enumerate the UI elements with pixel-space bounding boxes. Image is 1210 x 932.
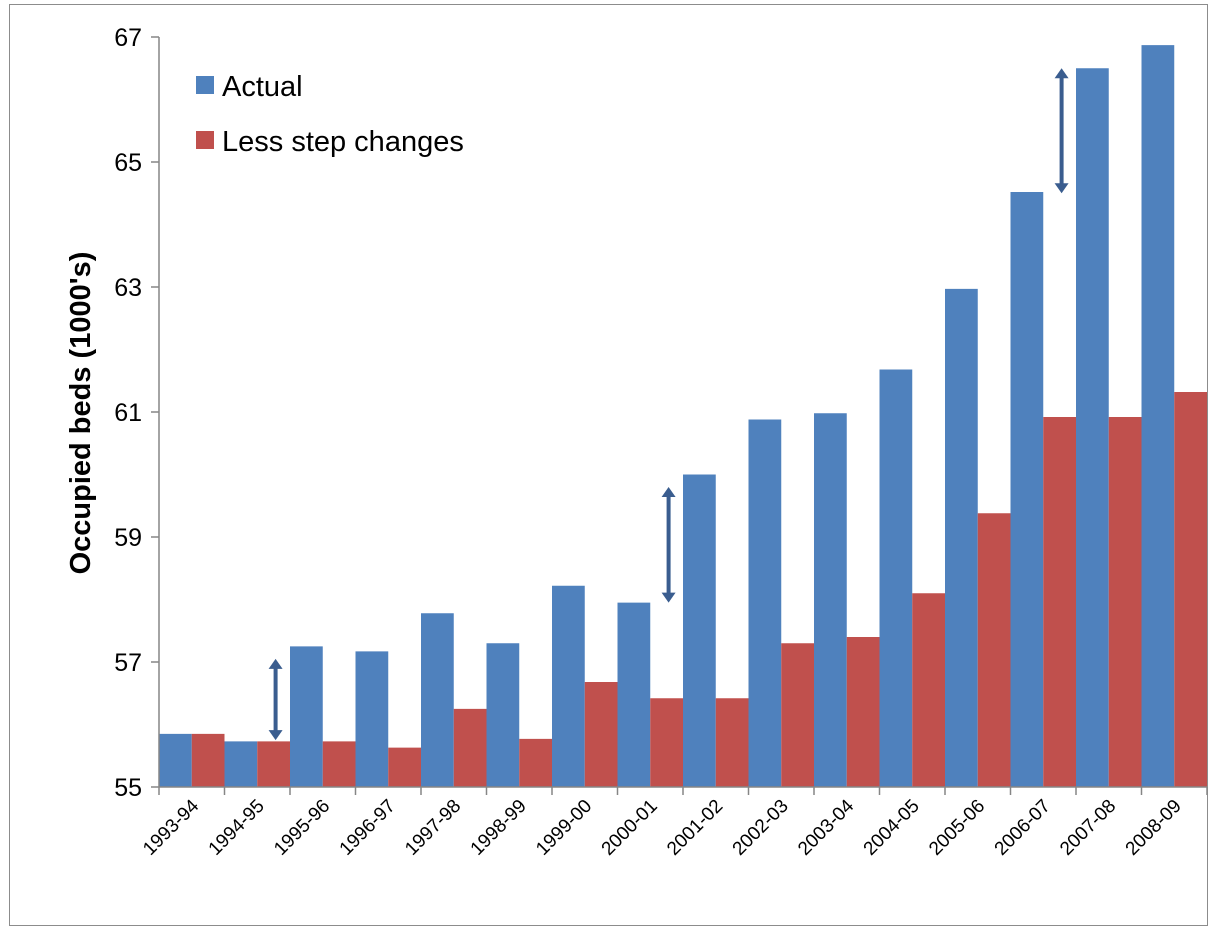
- legend-swatch-less-step-changes: [196, 131, 214, 149]
- bar-actual-1997-98: [421, 613, 454, 787]
- x-tick-label: 2003-04: [794, 795, 858, 859]
- bar-actual-2006-07: [1010, 192, 1044, 787]
- x-tick-label: 1993-94: [139, 795, 203, 859]
- bar-less-step-changes-2002-03: [781, 643, 814, 787]
- bar-less-step-changes-1994-95: [257, 741, 290, 787]
- x-tick-label: 2007-08: [1056, 796, 1120, 860]
- x-tick-label: 2000-01: [598, 796, 662, 860]
- bar-less-step-changes-1995-96: [322, 741, 356, 787]
- legend-swatch-actual: [196, 76, 214, 94]
- bar-actual-1993-94: [159, 733, 192, 787]
- bar-actual-1999-00: [552, 585, 585, 787]
- arrow-head-up: [661, 487, 676, 497]
- x-tick-label: 2002-03: [729, 796, 793, 860]
- double-arrow-annotation: [1054, 68, 1069, 194]
- bar-actual-2007-08: [1076, 68, 1109, 787]
- double-arrow-annotation: [268, 658, 283, 741]
- x-tick-label: 2001-02: [663, 796, 727, 860]
- x-tick-label: 1997-98: [401, 796, 465, 860]
- legend-label-actual: Actual: [222, 71, 303, 103]
- x-tick-label: 1998-99: [467, 796, 531, 860]
- y-tick-label: 57: [114, 649, 142, 677]
- arrow-head-down: [1054, 183, 1069, 194]
- y-tick-label: 67: [114, 24, 142, 52]
- double-arrow-annotation: [661, 487, 676, 603]
- bar-less-step-changes-2000-01: [650, 698, 683, 787]
- bar-less-step-changes-1997-98: [453, 708, 487, 787]
- arrow-head-down: [268, 730, 283, 741]
- bar-less-step-changes-2007-08: [1108, 417, 1142, 787]
- bar-actual-2005-06: [945, 288, 978, 787]
- bar-actual-2002-03: [748, 419, 782, 787]
- chart-svg: 55 57 59 61 63 65 67 1993-94 1994-95 1995-96 1996-…: [65, 24, 1208, 860]
- y-axis-label: Occupied beds (1000's): [65, 252, 97, 575]
- x-tick-label: 1996-97: [336, 796, 400, 860]
- bar-actual-2003-04: [814, 413, 847, 787]
- x-tick-label: 1994-95: [205, 796, 269, 860]
- y-tick-label: 65: [114, 149, 142, 177]
- bar-less-step-changes-1996-97: [388, 747, 421, 787]
- arrow-head-down: [661, 592, 676, 603]
- y-tick-label: 63: [114, 274, 142, 302]
- bar-less-step-changes-1993-94: [191, 733, 225, 787]
- bar-actual-1998-99: [486, 643, 520, 787]
- legend-label-less-step-changes: Less step changes: [222, 126, 464, 158]
- bar-less-step-changes-2001-02: [715, 698, 749, 787]
- x-tick-label: 2006-07: [991, 796, 1055, 860]
- y-tick-label: 61: [114, 399, 142, 427]
- bar-actual-1994-95: [224, 741, 258, 787]
- bar-actual-2000-01: [617, 602, 651, 787]
- bar-less-step-changes-2005-06: [977, 513, 1011, 787]
- bar-actual-2001-02: [683, 474, 716, 787]
- x-tick-label: 1995-96: [270, 796, 334, 860]
- arrow-head-up: [1054, 68, 1069, 79]
- bar-actual-1996-97: [355, 651, 389, 787]
- bar-less-step-changes-2006-07: [1043, 417, 1076, 787]
- bar-less-step-changes-2004-05: [912, 593, 945, 787]
- bars-layer: [159, 45, 1207, 787]
- bar-less-step-changes-1998-99: [519, 738, 552, 787]
- x-tick-label: 1999-00: [532, 796, 596, 860]
- y-tick-label: 59: [114, 524, 142, 552]
- bar-actual-2004-05: [879, 369, 913, 787]
- x-tick-label: 2008-09: [1122, 796, 1186, 860]
- bar-less-step-changes-1999-00: [584, 682, 618, 787]
- bar-actual-1995-96: [290, 646, 323, 787]
- y-tick-label: 55: [114, 774, 142, 802]
- bar-actual-2008-09: [1141, 45, 1175, 787]
- annotations-layer: [268, 68, 1069, 741]
- x-tick-label: 2004-05: [860, 796, 924, 860]
- arrow-head-up: [268, 658, 283, 669]
- bar-less-step-changes-2008-09: [1174, 392, 1207, 787]
- legend: Actual Less step changes: [196, 71, 464, 158]
- x-tick-label: 2005-06: [925, 796, 989, 860]
- bar-less-step-changes-2003-04: [846, 637, 880, 787]
- chart-frame: 55 57 59 61 63 65 67 1993-94 1994-95 1995-96 1996-…: [9, 4, 1208, 926]
